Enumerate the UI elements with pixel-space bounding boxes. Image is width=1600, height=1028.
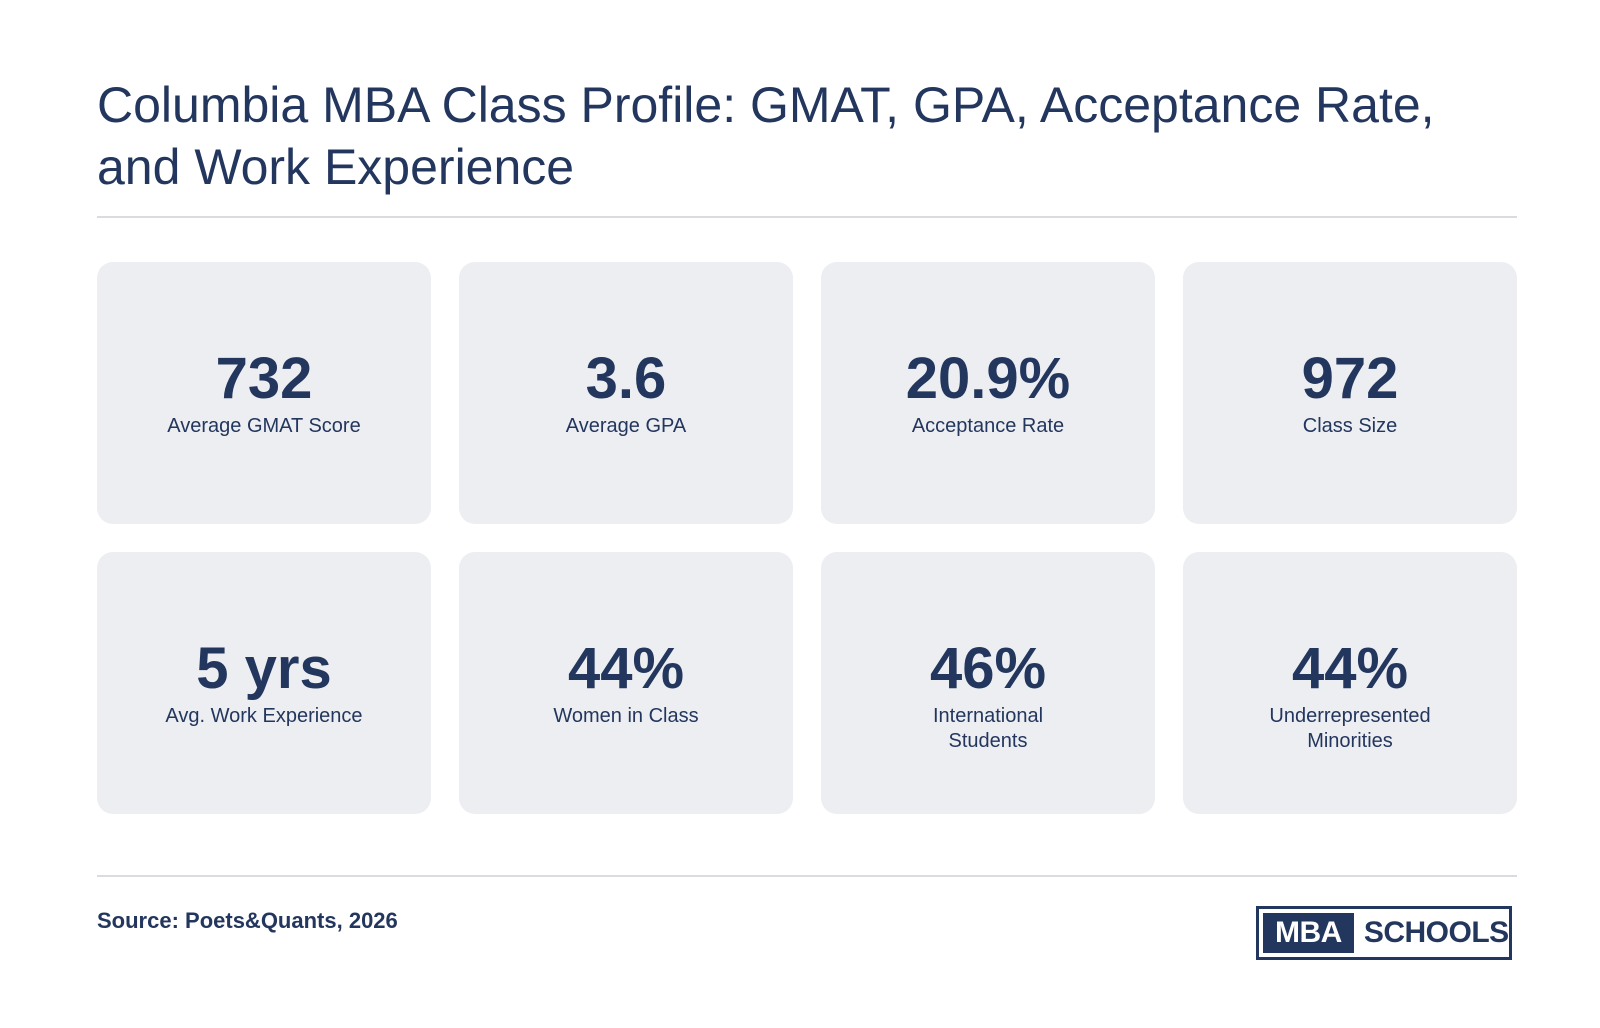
stat-value: 5 yrs bbox=[196, 636, 332, 701]
stat-value: 44% bbox=[567, 636, 685, 701]
page-title: Columbia MBA Class Profile: GMAT, GPA, A… bbox=[97, 77, 1435, 195]
stat-label: International Students bbox=[932, 705, 1044, 752]
stat-value: 44% bbox=[1291, 636, 1409, 701]
stat-value: 732 bbox=[215, 346, 313, 411]
stat-card-gpa: 3.6 Average GPA bbox=[459, 262, 793, 524]
stat-label: Underrepresented Minorities bbox=[1269, 705, 1431, 752]
stat-label: Women in Class bbox=[553, 705, 699, 727]
stat-card-work-experience: 5 yrs Avg. Work Experience bbox=[97, 552, 431, 814]
stat-label: Average GMAT Score bbox=[167, 415, 361, 437]
logo-mba-block: MBA bbox=[1263, 913, 1354, 953]
stat-value: 3.6 bbox=[585, 346, 667, 411]
logo-schools-text: SCHOOLS bbox=[1363, 916, 1509, 949]
stat-value: 20.9% bbox=[905, 346, 1071, 411]
top-divider bbox=[97, 216, 1517, 218]
stat-value: 972 bbox=[1301, 346, 1399, 411]
stat-value: 46% bbox=[929, 636, 1047, 701]
stat-card-acceptance-rate: 20.9% Acceptance Rate bbox=[821, 262, 1155, 524]
stat-card-minorities: 44% Underrepresented Minorities bbox=[1183, 552, 1517, 814]
bottom-divider bbox=[97, 875, 1517, 877]
stat-label: Class Size bbox=[1302, 415, 1398, 437]
stat-card-international: 46% International Students bbox=[821, 552, 1155, 814]
stat-card-women: 44% Women in Class bbox=[459, 552, 793, 814]
stat-label: Average GPA bbox=[565, 415, 687, 437]
stat-card-class-size: 972 Class Size bbox=[1183, 262, 1517, 524]
mba-schools-logo: MBA SCHOOLS bbox=[1256, 906, 1512, 960]
stat-label: Avg. Work Experience bbox=[165, 705, 363, 727]
source-note: Source: Poets&Quants, 2026 bbox=[97, 908, 398, 933]
stats-grid: 732 Average GMAT Score 3.6 Average GPA 2… bbox=[97, 262, 1517, 814]
stat-label: Acceptance Rate bbox=[911, 415, 1065, 437]
stat-card-gmat: 732 Average GMAT Score bbox=[97, 262, 431, 524]
